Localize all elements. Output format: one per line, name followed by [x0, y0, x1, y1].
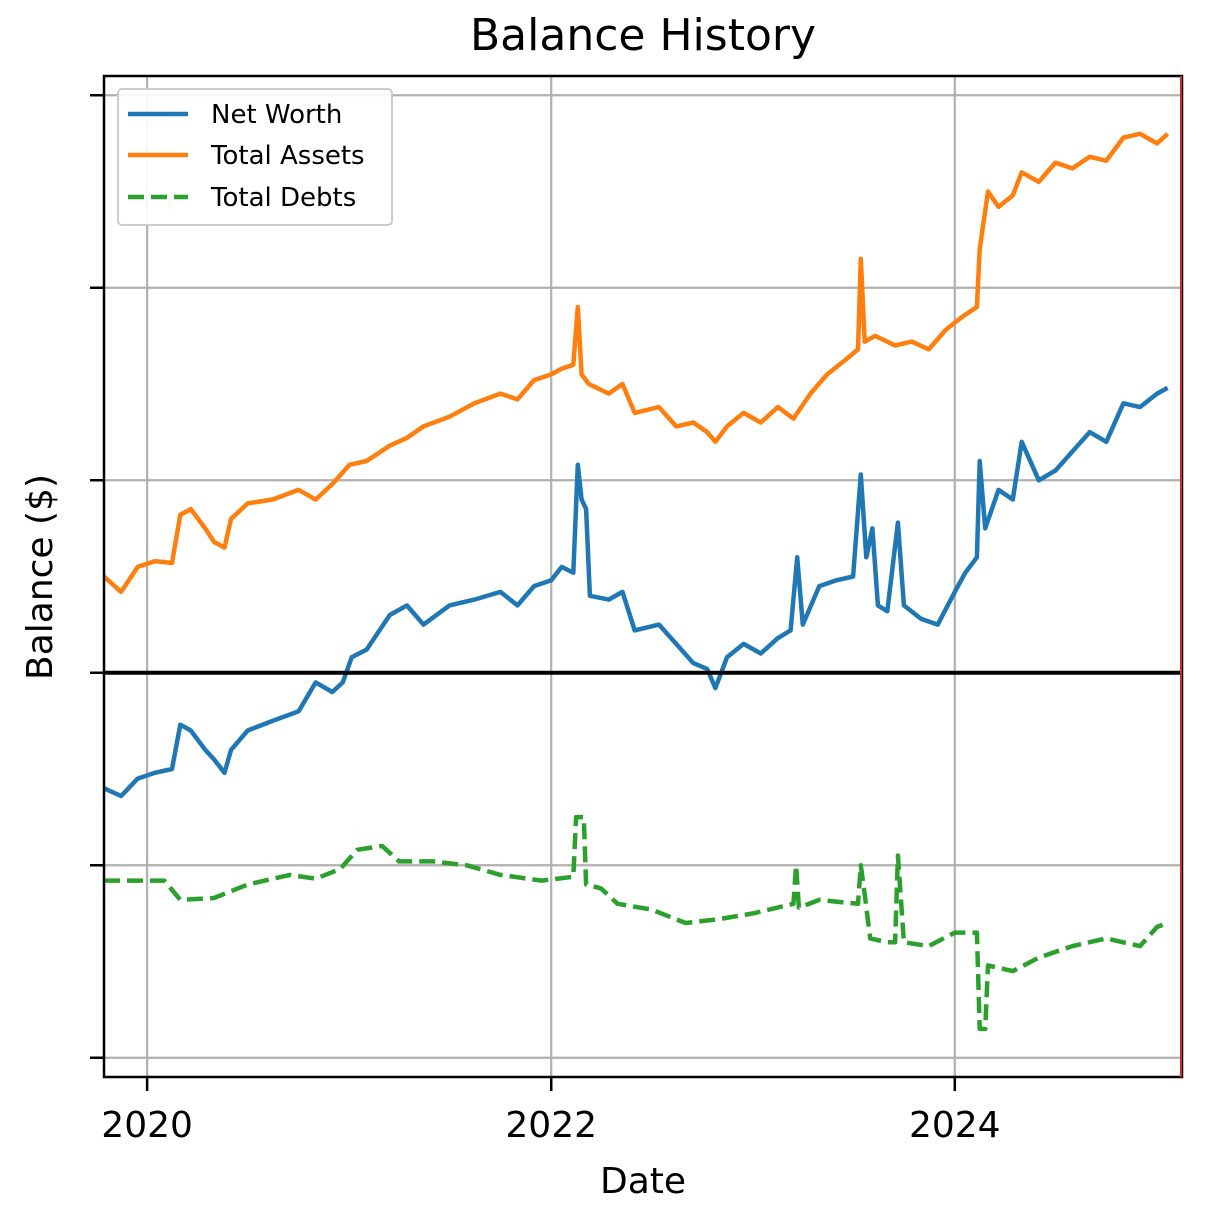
legend-label-total-assets: Total Assets — [210, 141, 365, 171]
y-axis-ticks — [90, 94, 104, 1059]
plot-area — [102, 131, 1170, 1032]
x-tick-label: 2022 — [505, 1105, 597, 1146]
y-axis-label: Balance ($) — [20, 474, 61, 680]
series-line-total-debts — [104, 814, 1169, 1032]
x-tick-label: 2020 — [101, 1105, 193, 1146]
plot-frame — [102, 74, 1184, 1079]
legend: Net Worth Total Assets Total Debts — [117, 88, 393, 226]
series-line-net-worth — [103, 385, 1169, 799]
legend-label-net-worth: Net Worth — [211, 100, 342, 130]
x-axis-ticks: 2020 2022 2024 — [101, 1077, 1001, 1146]
gridlines — [104, 76, 1182, 1077]
legend-box — [117, 88, 393, 226]
series-line-total-assets — [102, 131, 1170, 595]
legend-label-total-debts: Total Debts — [210, 183, 356, 213]
chart-title: Balance History — [470, 10, 816, 61]
x-axis-label: Date — [600, 1161, 686, 1202]
x-tick-label: 2024 — [909, 1105, 1001, 1146]
